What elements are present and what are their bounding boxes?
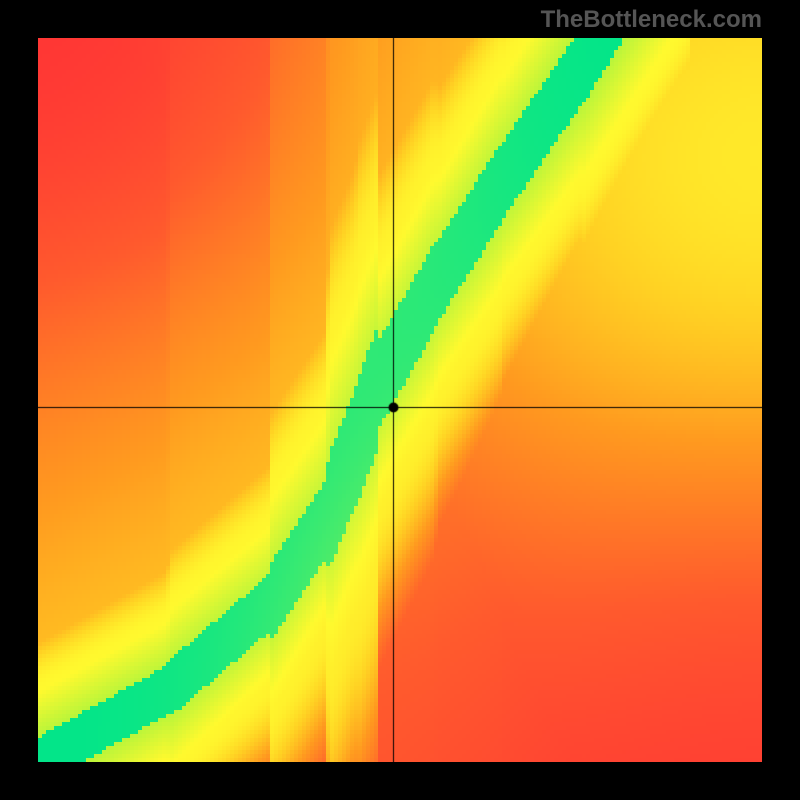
chart-container: TheBottleneck.com [0, 0, 800, 800]
bottleneck-heatmap [38, 38, 762, 762]
watermark-text: TheBottleneck.com [541, 6, 762, 34]
